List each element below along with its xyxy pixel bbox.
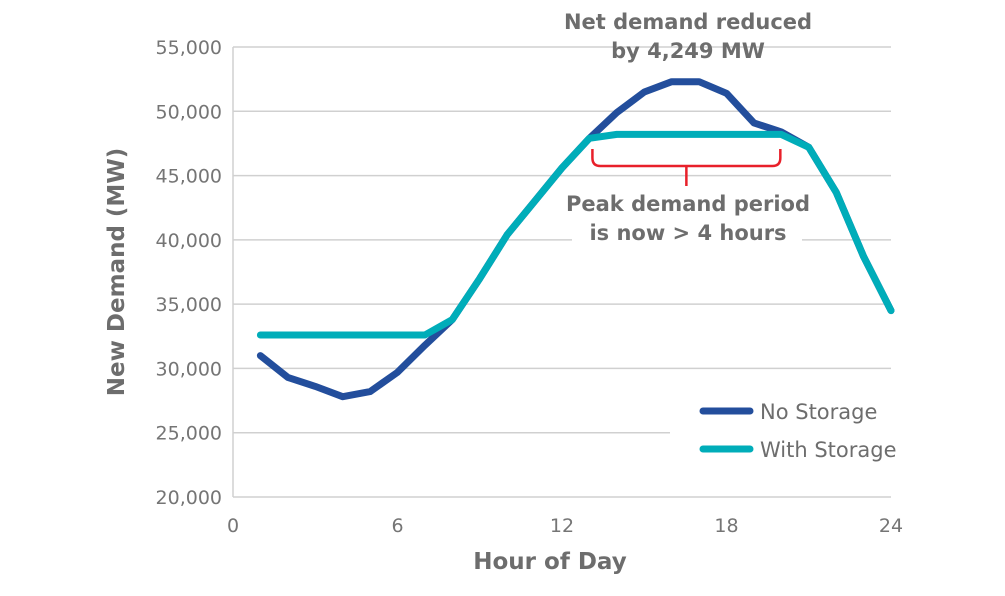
annotation-net-demand-line2: by 4,249 MW xyxy=(611,39,765,63)
y-tick-label: 45,000 xyxy=(156,166,222,188)
legend-background xyxy=(670,390,910,470)
annotation-background xyxy=(572,186,802,246)
peak-period-bracket xyxy=(591,149,782,186)
y-tick-label: 20,000 xyxy=(156,487,222,509)
annotation-peak-period: Peak demand period is now > 4 hours xyxy=(566,192,810,245)
x-tick-label: 0 xyxy=(227,515,239,537)
x-tick-label: 12 xyxy=(550,515,574,537)
x-axis-title: Hour of Day xyxy=(473,549,627,575)
x-tick-label: 6 xyxy=(391,515,403,537)
legend: No Storage With Storage xyxy=(699,400,897,462)
series-line-with-storage xyxy=(256,130,895,339)
x-tick-label: 18 xyxy=(714,515,738,537)
annotation-net-demand: Net demand reduced by 4,249 MW xyxy=(564,10,812,63)
x-tick-label: 24 xyxy=(879,515,903,537)
x-tick-labels: 0 6 12 18 24 xyxy=(227,515,903,537)
y-tick-label: 55,000 xyxy=(156,37,222,59)
annotation-peak-period-line1: Peak demand period xyxy=(566,192,810,216)
legend-label-with-storage: With Storage xyxy=(760,438,897,462)
y-axis-title: New Demand (MW) xyxy=(104,148,130,396)
y-tick-label: 25,000 xyxy=(156,423,222,445)
y-tick-labels: 20,000 25,000 30,000 35,000 40,000 45,000 50,0… xyxy=(156,37,222,509)
series-lines xyxy=(256,78,895,401)
y-tick-label: 30,000 xyxy=(156,358,222,380)
annotation-peak-period-line2: is now > 4 hours xyxy=(589,221,786,245)
y-tick-label: 40,000 xyxy=(156,230,222,252)
legend-label-no-storage: No Storage xyxy=(760,400,877,424)
y-tick-label: 50,000 xyxy=(156,101,222,123)
gridlines xyxy=(233,46,891,498)
annotation-net-demand-line1: Net demand reduced xyxy=(564,10,812,34)
y-tick-label: 35,000 xyxy=(156,294,222,316)
